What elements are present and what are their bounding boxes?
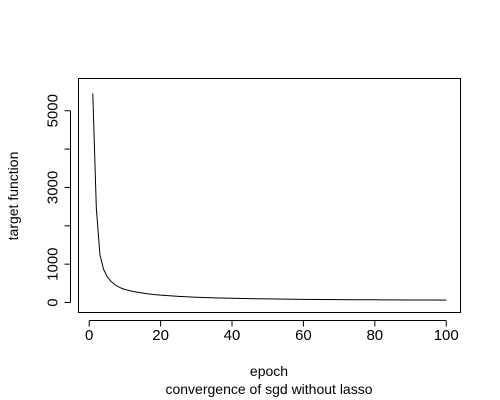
- x-tick-label: 20: [152, 327, 169, 344]
- x-tick-label: 0: [85, 327, 93, 344]
- plot-frame: [78, 78, 461, 313]
- x-axis-label: epoch: [250, 363, 288, 379]
- x-tick-label: 80: [366, 327, 383, 344]
- x-axis: 0 20 40 60 80 100: [85, 320, 459, 344]
- y-tick-label: 0: [45, 298, 62, 306]
- y-tick-label: 5000: [45, 94, 62, 127]
- x-tick-label: 100: [434, 327, 459, 344]
- y-tick-label: 1000: [45, 247, 62, 280]
- x-tick-label: 60: [295, 327, 312, 344]
- y-axis: 0 1000 3000 5000: [45, 94, 71, 307]
- chart-sublabel: convergence of sgd without lasso: [165, 381, 372, 397]
- y-tick-label: 3000: [45, 171, 62, 204]
- y-axis-label: target function: [5, 152, 21, 241]
- x-tick-label: 40: [224, 327, 241, 344]
- series-line: [92, 93, 447, 301]
